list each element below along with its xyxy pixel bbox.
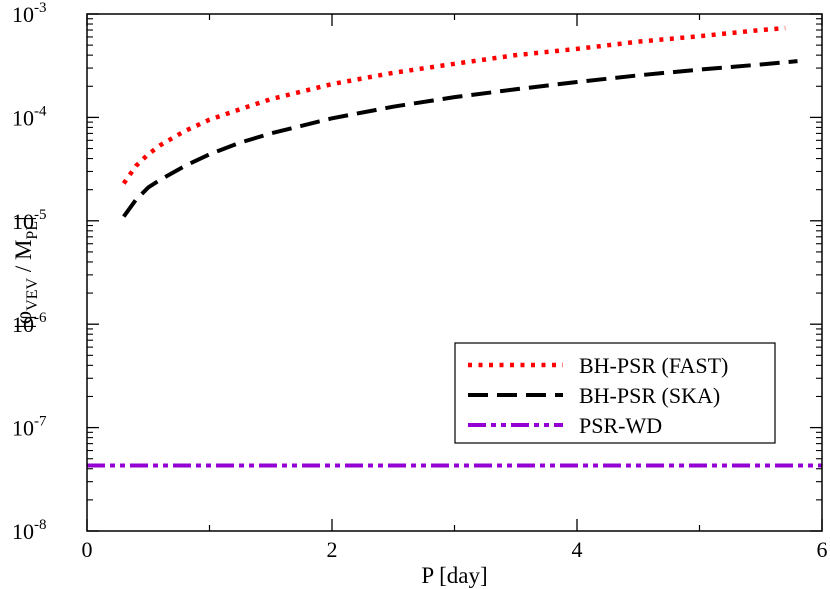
legend-label-3: PSR-WD bbox=[579, 413, 662, 438]
y-axis-title-suffix: | bbox=[11, 216, 36, 221]
x-tick-label: 6 bbox=[817, 537, 828, 562]
y-tick-exponent: -8 bbox=[34, 517, 47, 533]
y-tick-label: 10-5 bbox=[12, 207, 47, 234]
y-tick-label: 10-4 bbox=[12, 103, 47, 130]
legend-label-2: BH-PSR (SKA) bbox=[579, 383, 720, 408]
y-axis-title-sub2: PL bbox=[24, 221, 41, 240]
y-axis-title-mid: / M bbox=[11, 240, 36, 278]
y-axis-title-sub1: VEV bbox=[24, 277, 41, 310]
y-tick-label: 10-7 bbox=[12, 414, 47, 441]
y-tick-label: 10-8 bbox=[12, 517, 47, 544]
x-tick-label: 2 bbox=[327, 537, 338, 562]
x-axis-title: P [day] bbox=[421, 563, 487, 588]
y-tick-base: 10 bbox=[12, 2, 34, 27]
x-tick-label: 4 bbox=[572, 537, 583, 562]
y-tick-exponent: -6 bbox=[34, 310, 47, 326]
legend: BH-PSR (FAST) BH-PSR (SKA) PSR-WD bbox=[454, 342, 776, 444]
y-tick-label: 10-6 bbox=[12, 310, 47, 337]
series-line-2 bbox=[122, 59, 798, 218]
y-tick-label: 10-3 bbox=[12, 0, 47, 27]
y-tick-base: 10 bbox=[12, 312, 34, 337]
y-tick-base: 10 bbox=[12, 209, 34, 234]
y-tick-base: 10 bbox=[12, 519, 34, 544]
legend-label-1: BH-PSR (FAST) bbox=[579, 353, 728, 378]
y-tick-base: 10 bbox=[12, 416, 34, 441]
y-axis-title-prefix: |φ bbox=[11, 311, 36, 329]
y-tick-base: 10 bbox=[12, 105, 34, 130]
y-tick-exponent: -7 bbox=[34, 414, 47, 430]
y-axis-title: |φVEV / MPL| bbox=[11, 216, 41, 328]
y-axis-ticks: 10-810-710-610-510-410-3 bbox=[12, 0, 822, 544]
series-layer bbox=[87, 25, 822, 468]
y-tick-exponent: -3 bbox=[34, 0, 47, 16]
y-tick-exponent: -4 bbox=[34, 103, 47, 119]
y-tick-exponent: -5 bbox=[34, 207, 47, 223]
x-tick-label: 0 bbox=[82, 537, 93, 562]
